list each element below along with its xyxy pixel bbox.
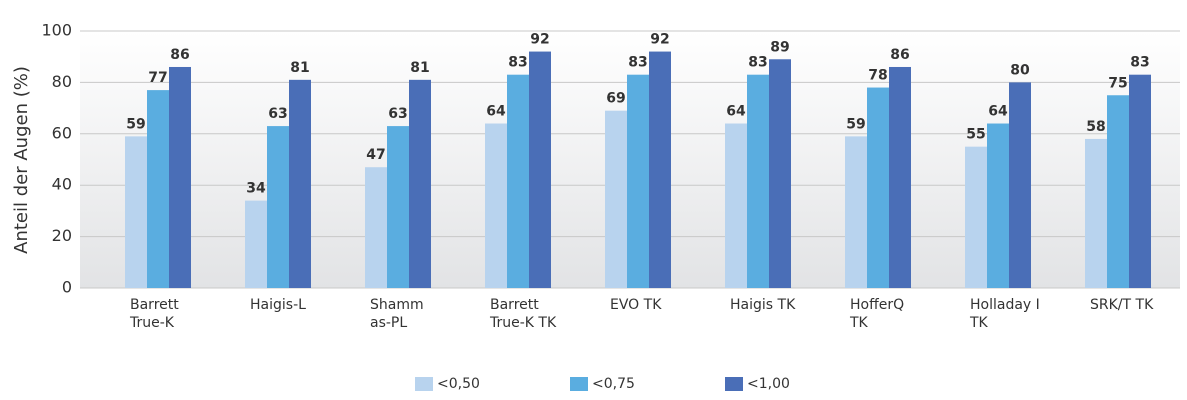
bar bbox=[169, 66, 191, 288]
bar bbox=[769, 59, 791, 288]
data-label: 75 bbox=[1108, 75, 1127, 91]
y-tick-label: 100 bbox=[41, 21, 72, 40]
data-label: 92 bbox=[650, 32, 669, 48]
data-label: 81 bbox=[290, 60, 309, 76]
y-tick-label: 40 bbox=[52, 175, 72, 194]
legend-item: <0,75 bbox=[570, 376, 635, 392]
bar bbox=[1129, 74, 1151, 288]
data-label: 83 bbox=[748, 55, 767, 71]
bar bbox=[1085, 138, 1107, 288]
x-tick-label: Haigis TK bbox=[730, 297, 796, 313]
legend-item: <1,00 bbox=[725, 376, 790, 392]
data-label: 63 bbox=[388, 106, 407, 122]
data-label: 64 bbox=[988, 104, 1008, 120]
bar bbox=[245, 200, 267, 288]
data-label: 86 bbox=[890, 47, 909, 63]
data-label: 86 bbox=[170, 47, 189, 63]
data-label: 47 bbox=[366, 147, 385, 163]
bar bbox=[387, 126, 409, 288]
data-label: 81 bbox=[410, 60, 429, 76]
legend-swatch bbox=[725, 377, 743, 391]
data-label: 92 bbox=[530, 32, 549, 48]
data-label: 59 bbox=[126, 116, 145, 132]
bar bbox=[987, 123, 1009, 289]
x-tick-label: EVO TK bbox=[610, 297, 662, 313]
x-tick-label: Barrett True-K bbox=[130, 297, 179, 331]
data-label: 55 bbox=[966, 127, 985, 143]
data-label: 78 bbox=[868, 68, 887, 84]
bar bbox=[649, 51, 671, 289]
legend-label: <1,00 bbox=[747, 376, 790, 392]
data-label: 83 bbox=[508, 55, 527, 71]
bar bbox=[485, 123, 507, 289]
bar bbox=[1009, 82, 1031, 289]
legend-item: <0,50 bbox=[415, 376, 480, 392]
x-tick-label: Shamm as-PL bbox=[370, 297, 424, 331]
data-label: 69 bbox=[606, 91, 625, 107]
bar bbox=[845, 136, 867, 288]
data-label: 80 bbox=[1010, 62, 1030, 78]
bar bbox=[289, 79, 311, 288]
x-tick-label: HofferQ TK bbox=[850, 297, 905, 331]
data-label: 63 bbox=[268, 106, 287, 122]
x-tick-label: Haigis-L bbox=[250, 297, 306, 313]
bar bbox=[747, 74, 769, 288]
x-tick-label: SRK/T TK bbox=[1090, 297, 1154, 313]
y-tick-label: 20 bbox=[52, 226, 72, 245]
bar bbox=[147, 90, 169, 288]
bar bbox=[889, 66, 911, 288]
data-label: 89 bbox=[770, 39, 789, 55]
bar bbox=[965, 146, 987, 288]
bar bbox=[1107, 95, 1129, 288]
data-label: 64 bbox=[726, 104, 746, 120]
y-tick-label: 60 bbox=[52, 123, 72, 142]
data-label: 83 bbox=[628, 55, 647, 71]
legend-label: <0,50 bbox=[437, 376, 480, 392]
y-axis-label: Anteil der Augen (%) bbox=[11, 66, 32, 254]
legend-swatch bbox=[415, 377, 433, 391]
bar bbox=[529, 51, 551, 289]
bar bbox=[125, 136, 147, 288]
data-label: 34 bbox=[246, 181, 266, 197]
x-tick-label: Barrett True-K TK bbox=[490, 297, 557, 331]
x-tick-label: Holladay I TK bbox=[970, 297, 1040, 331]
y-tick-label: 80 bbox=[52, 72, 72, 91]
bar bbox=[365, 167, 387, 288]
legend-swatch bbox=[570, 377, 588, 391]
bar bbox=[725, 123, 747, 289]
bar bbox=[507, 74, 529, 288]
legend-label: <0,75 bbox=[592, 376, 635, 392]
bar bbox=[627, 74, 649, 288]
bar bbox=[267, 126, 289, 288]
bar bbox=[867, 87, 889, 288]
y-tick-label: 0 bbox=[62, 278, 72, 297]
data-label: 77 bbox=[148, 70, 167, 86]
data-label: 59 bbox=[846, 116, 865, 132]
data-label: 64 bbox=[486, 104, 506, 120]
bar bbox=[605, 110, 627, 288]
bar bbox=[409, 79, 431, 288]
data-label: 83 bbox=[1130, 55, 1149, 71]
data-label: 58 bbox=[1086, 119, 1105, 135]
